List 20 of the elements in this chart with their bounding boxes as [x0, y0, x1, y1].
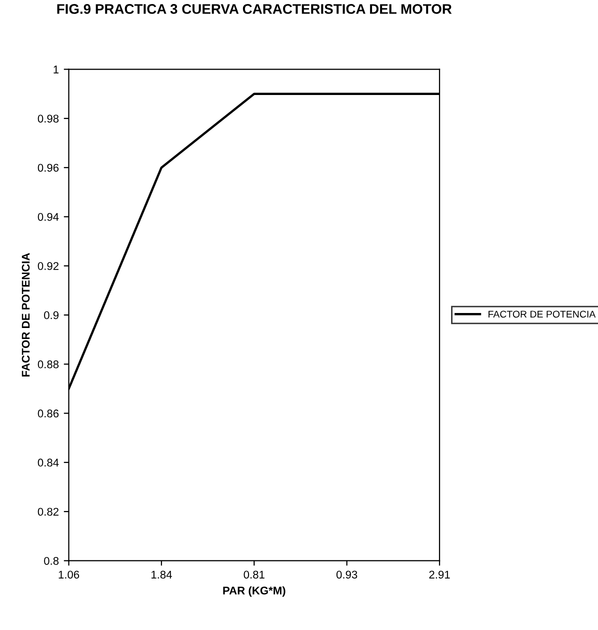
y-tick-label: 0.98 [38, 114, 59, 123]
y-tick-label: 0.88 [38, 360, 59, 368]
x-tick-label: 0.81 [244, 570, 264, 579]
legend-label: FACTOR DE POTENCIA [488, 310, 596, 318]
x-tick-label: 1.06 [58, 570, 80, 579]
y-axis-title: FACTOR DE POTENCIA [22, 253, 30, 377]
y-tick-label: 0.96 [38, 164, 59, 172]
y-tick-label: 0.8 [44, 556, 59, 565]
x-tick-label: 1.84 [151, 570, 172, 579]
y-tick-label: 0.82 [38, 508, 58, 516]
chart-title: FIG.9 PRACTICA 3 CUERVA CARACTERISTICA DEL MOTOR [57, 4, 452, 14]
x-tick-label: 2.91 [429, 570, 450, 579]
y-tick-label: 1 [54, 66, 59, 74]
y-tick-label: 0.9 [44, 311, 59, 320]
y-tick-label: 0.94 [38, 212, 59, 221]
y-tick-label: 0.84 [38, 458, 59, 467]
y-tick-label: 0.92 [38, 262, 58, 270]
x-axis-title: PAR (KG*M) [223, 586, 286, 597]
y-tick-label: 0.86 [38, 410, 59, 418]
x-tick-label: 0.93 [336, 570, 358, 579]
